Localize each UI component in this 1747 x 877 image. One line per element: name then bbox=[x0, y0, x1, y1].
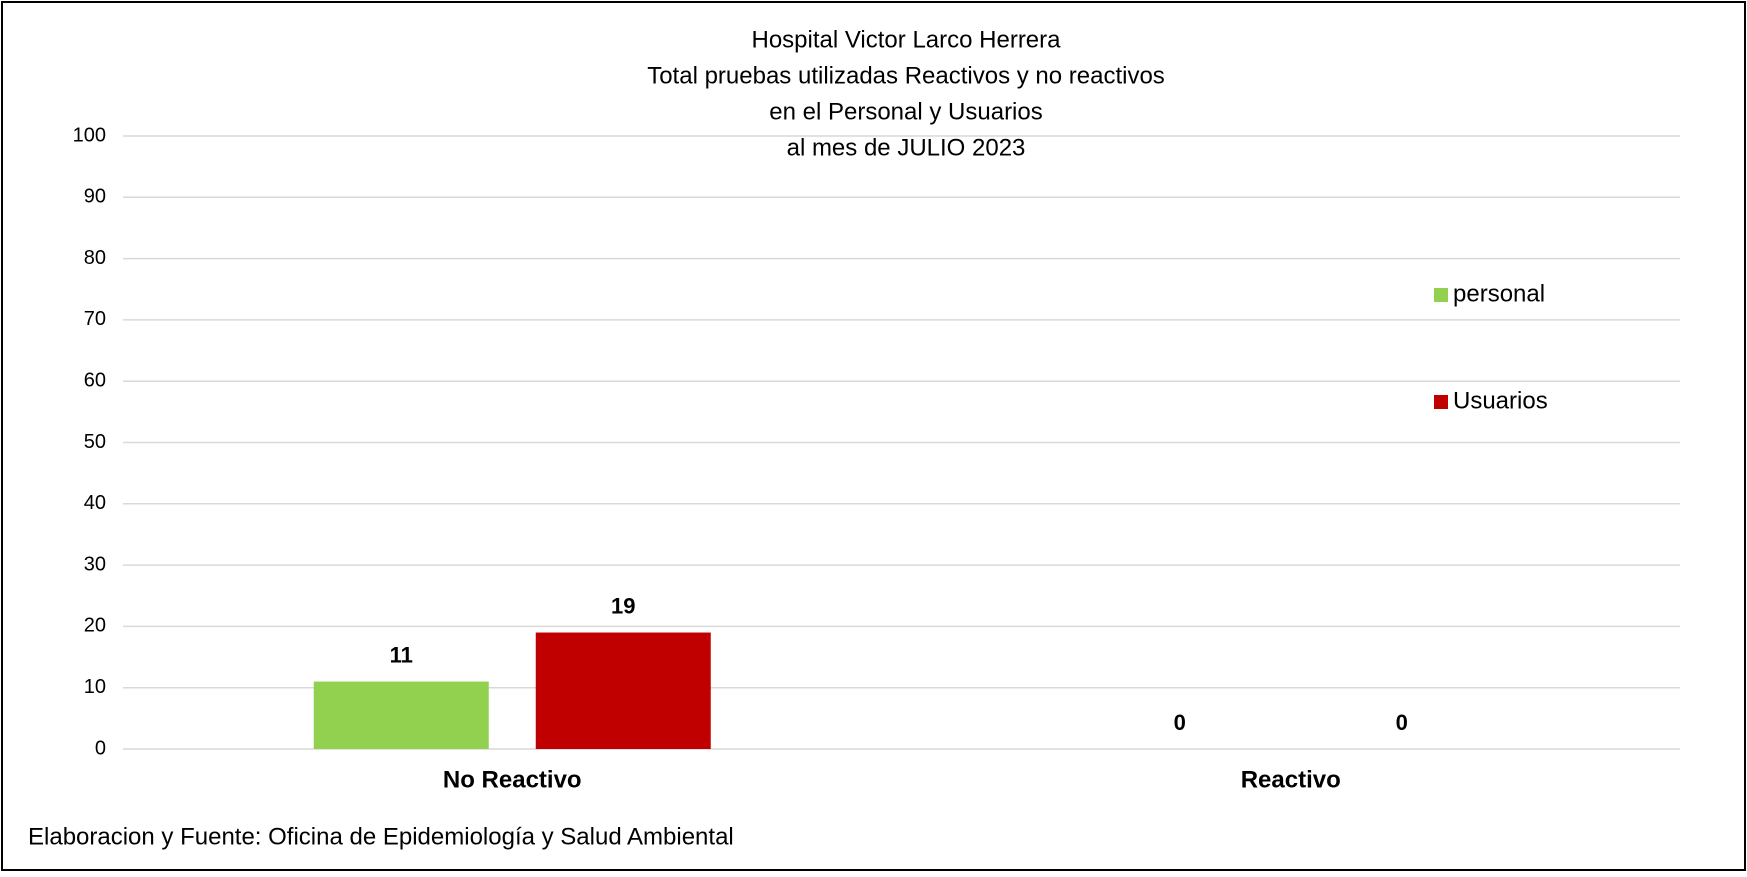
data-label: 0 bbox=[1396, 710, 1408, 735]
chart-title: en el Personal y Usuarios bbox=[769, 98, 1042, 125]
legend-label: personal bbox=[1453, 280, 1545, 307]
data-label: 0 bbox=[1174, 710, 1186, 735]
y-tick-label: 100 bbox=[73, 124, 106, 146]
y-tick-label: 0 bbox=[95, 737, 106, 759]
legend-swatch bbox=[1434, 288, 1448, 302]
legend-swatch bbox=[1434, 395, 1448, 409]
chart-title: Total pruebas utilizadas Reactivos y no … bbox=[647, 62, 1165, 89]
y-tick-label: 10 bbox=[84, 676, 106, 698]
legend-label: Usuarios bbox=[1453, 387, 1548, 414]
y-tick-label: 20 bbox=[84, 615, 106, 637]
chart-title: Hospital Victor Larco Herrera bbox=[751, 26, 1061, 53]
x-tick-label: No Reactivo bbox=[443, 766, 582, 793]
y-tick-label: 40 bbox=[84, 492, 106, 514]
bar bbox=[313, 681, 489, 749]
data-label: 11 bbox=[390, 642, 413, 667]
source-note: Elaboracion y Fuente: Oficina de Epidemi… bbox=[28, 823, 734, 850]
bar bbox=[535, 632, 711, 749]
y-tick-label: 50 bbox=[84, 431, 106, 453]
y-tick-label: 80 bbox=[84, 247, 106, 269]
y-tick-label: 30 bbox=[84, 553, 106, 575]
x-tick-label: Reactivo bbox=[1241, 766, 1341, 793]
data-label: 19 bbox=[611, 593, 635, 618]
y-tick-label: 60 bbox=[84, 369, 106, 391]
y-tick-label: 90 bbox=[84, 186, 106, 208]
y-tick-label: 70 bbox=[84, 308, 106, 330]
chart-title: al mes de JULIO 2023 bbox=[787, 134, 1026, 161]
